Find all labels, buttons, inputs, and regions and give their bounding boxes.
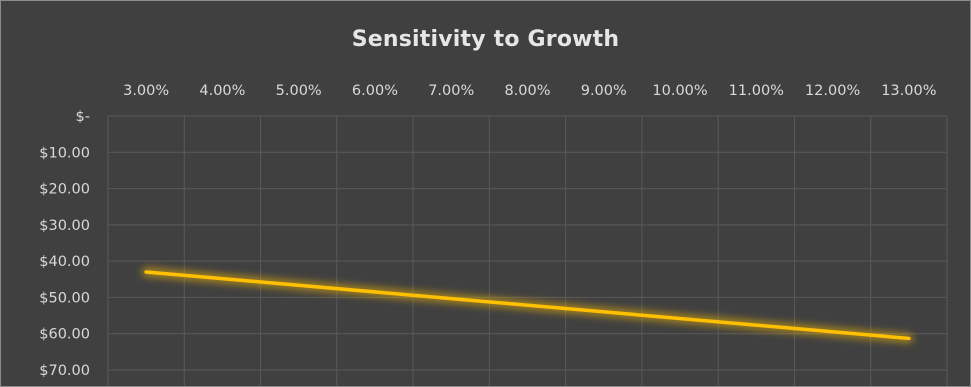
- x-tick-label: 13.00%: [881, 83, 936, 99]
- y-tick-label: $-: [76, 109, 90, 125]
- x-tick-labels: 3.00% 4.00% 5.00% 6.00% 7.00% 8.00% 9.00% 10.00…: [123, 83, 936, 99]
- series-line: [144, 270, 911, 341]
- x-tick-label: 12.00%: [805, 83, 860, 99]
- x-tick-label: 9.00%: [581, 83, 627, 99]
- y-tick-labels: $- $10.00 $20.00 $30.00 $40.00 $50.00 $60.00 $7…: [39, 109, 90, 379]
- y-tick-label: $30.00: [39, 218, 90, 234]
- chart-title: Sensitivity to Growth: [351, 27, 620, 52]
- x-tick-label: 7.00%: [428, 83, 474, 99]
- grid-layer: [107, 115, 948, 386]
- y-tick-label: $20.00: [39, 182, 90, 198]
- x-tick-label: 3.00%: [123, 83, 169, 99]
- y-tick-label: $50.00: [39, 290, 90, 306]
- y-tick-label: $10.00: [39, 145, 90, 161]
- x-tick-label: 11.00%: [729, 83, 784, 99]
- y-tick-label: $60.00: [39, 327, 90, 343]
- y-tick-label: $70.00: [39, 363, 90, 379]
- x-tick-label: 10.00%: [652, 83, 707, 99]
- x-tick-label: 5.00%: [276, 83, 322, 99]
- y-tick-label: $40.00: [39, 254, 90, 270]
- x-tick-label: 8.00%: [504, 83, 550, 99]
- x-tick-label: 4.00%: [199, 83, 245, 99]
- series-layer: [141, 267, 914, 343]
- x-tick-label: 6.00%: [352, 83, 398, 99]
